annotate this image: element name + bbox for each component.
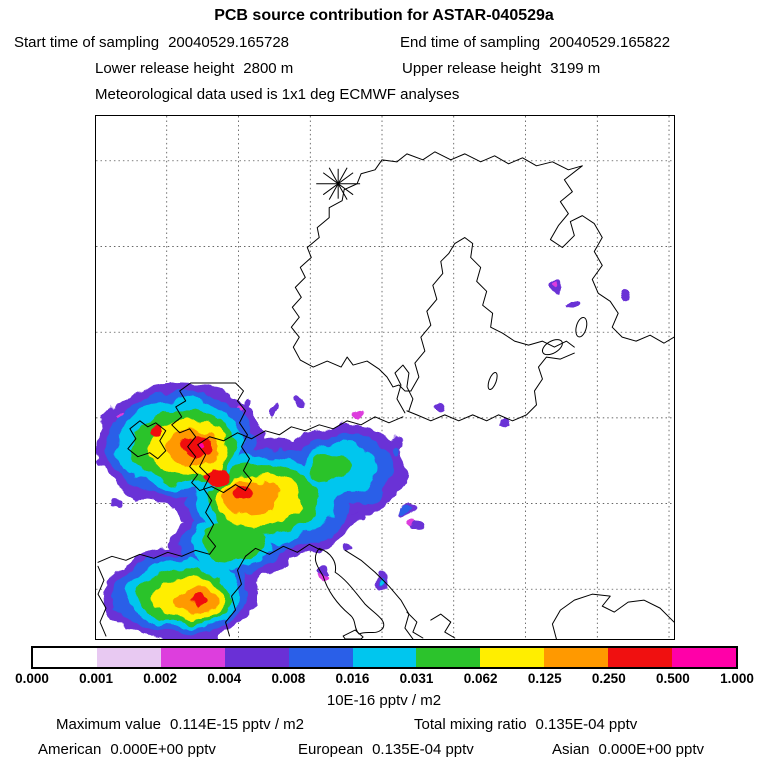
met-data-line: Meteorological data used is 1x1 deg ECMW… [95, 86, 460, 103]
start-time-label: Start time of sampling [14, 34, 160, 51]
colorbar-tick-label: 0.016 [335, 671, 370, 686]
release-star-icon [316, 167, 361, 200]
colorbar-segment [480, 648, 545, 667]
maximum-value-label: Maximum value [56, 716, 162, 733]
colorbar-tick-label: 1.000 [720, 671, 754, 686]
coast-channel-biscay [97, 416, 404, 563]
colorbar-segment [224, 648, 289, 667]
colorbar-segment [96, 648, 161, 667]
coast-bothnia-finland [410, 237, 575, 392]
start-time-line: Start time of sampling 20040529.165728 [14, 34, 289, 51]
page-title: PCB source contribution for ASTAR-040529… [214, 7, 554, 24]
colorbar-tick-label: 0.125 [527, 671, 562, 686]
coast-adriatic-balkans [344, 549, 414, 639]
map-canvas [96, 116, 674, 639]
lower-release-label: Lower release height [95, 60, 235, 77]
colorbar-tick-label: 0.004 [207, 671, 242, 686]
coast-spain-east [225, 555, 246, 637]
coast-norway-north [290, 151, 674, 361]
colorbar-tick-label: 0.062 [463, 671, 498, 686]
colorbar-tick-label: 0.031 [399, 671, 434, 686]
coast-italy [314, 547, 385, 635]
island-gotland [487, 371, 498, 390]
coast-black-sea [551, 593, 674, 639]
start-time-value: 20040529.165728 [168, 34, 290, 51]
lake-onega [575, 316, 588, 338]
coast-greece-1 [406, 611, 424, 639]
concentration-plume [96, 280, 633, 639]
plume-red-layer [149, 424, 255, 607]
coast-ireland [127, 420, 167, 460]
coast-skagerrak [299, 356, 412, 392]
coast-baltic-south [406, 352, 575, 422]
map-plot [95, 115, 675, 640]
maximum-value: 0.114E-15 pptv / m2 [170, 716, 304, 733]
colorbar-tick-label: 0.008 [271, 671, 306, 686]
asian-label: Asian [552, 741, 590, 758]
coast-britain [171, 382, 252, 494]
coastlines [97, 151, 674, 639]
american-label: American [38, 741, 102, 758]
colorbar-segment [608, 648, 673, 667]
european-contribution-line: European 0.135E-04 pptv [298, 741, 474, 758]
colorbar-segment [352, 648, 417, 667]
colorbar-units-label: 10E-16 pptv / m2 [326, 692, 442, 709]
coast-portugal [97, 565, 107, 637]
coast-greece-2 [430, 613, 456, 639]
lower-release-value: 2800 m [243, 60, 294, 77]
european-value: 0.135E-04 pptv [372, 741, 474, 758]
end-time-line: End time of sampling 20040529.165822 [400, 34, 670, 51]
colorbar-tick-label: 0.001 [79, 671, 113, 686]
american-value: 0.000E+00 pptv [110, 741, 216, 758]
total-mixing-ratio-line: Total mixing ratio 0.135E-04 pptv [414, 716, 637, 733]
colorbar-tick-label: 0.002 [143, 671, 178, 686]
asian-contribution-line: Asian 0.000E+00 pptv [552, 741, 704, 758]
lower-release-line: Lower release height 2800 m [95, 60, 293, 77]
total-mixing-ratio-label: Total mixing ratio [414, 716, 527, 733]
colorbar-tick-label: 0.250 [591, 671, 626, 686]
asian-value: 0.000E+00 pptv [598, 741, 705, 758]
upper-release-value: 3199 m [550, 60, 601, 77]
coast-sicily [342, 629, 364, 639]
lake-ladoga [541, 339, 563, 356]
colorbar [31, 646, 738, 669]
upper-release-line: Upper release height 3199 m [402, 60, 600, 77]
coast-mediterranean-france [244, 543, 322, 557]
colorbar-tick-label: 0.500 [656, 671, 690, 686]
american-contribution-line: American 0.000E+00 pptv [38, 741, 216, 758]
colorbar-segment [288, 648, 353, 667]
upper-release-label: Upper release height [402, 60, 542, 77]
end-time-value: 20040529.165822 [549, 34, 671, 51]
european-label: European [298, 741, 364, 758]
colorbar-segment [33, 648, 97, 667]
colorbar-segment [672, 648, 736, 667]
colorbar-segment [160, 648, 225, 667]
coast-denmark [394, 364, 414, 414]
maximum-value-line: Maximum value 0.114E-15 pptv / m2 [56, 716, 304, 733]
colorbar-tick-label: 0.000 [15, 671, 49, 686]
colorbar-tick-labels: 0.000 0.001 0.002 0.004 0.008 0.016 0.031 0.062… [15, 671, 754, 688]
total-mixing-ratio-value: 0.135E-04 pptv [535, 716, 638, 733]
colorbar-segment [416, 648, 481, 667]
end-time-label: End time of sampling [400, 34, 541, 51]
colorbar-segment [544, 648, 609, 667]
